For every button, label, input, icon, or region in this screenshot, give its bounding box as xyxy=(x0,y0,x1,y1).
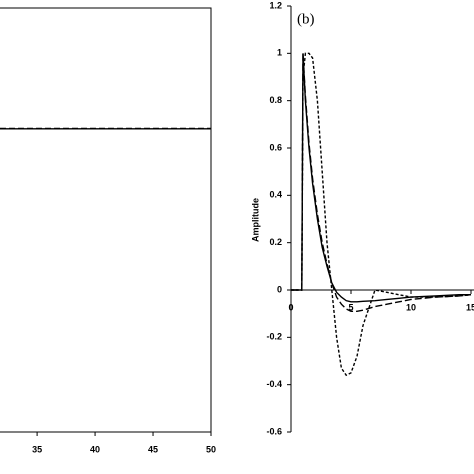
x-tick-label: 45 xyxy=(148,444,158,454)
series-line xyxy=(291,52,472,377)
x-tick-label: 15 xyxy=(466,302,474,312)
y-tick-label: -0.6 xyxy=(266,426,282,436)
y-tick-label: -0.2 xyxy=(266,332,282,342)
y-tick-label: 1 xyxy=(277,48,282,58)
y-tick-label: 0.8 xyxy=(269,95,282,105)
x-tick-label: 5 xyxy=(348,302,353,312)
x-tick-label: 35 xyxy=(32,444,42,454)
series-line xyxy=(291,53,472,312)
x-tick-label: 0 xyxy=(288,302,293,312)
y-tick-label: 0 xyxy=(277,284,282,294)
x-tick-label: 40 xyxy=(90,444,100,454)
x-tick-label: 50 xyxy=(206,444,216,454)
y-tick-label: 0.4 xyxy=(269,190,282,200)
y-tick-label: -0.4 xyxy=(266,379,282,389)
x-tick-label: 10 xyxy=(406,302,416,312)
plot-frame xyxy=(0,7,212,433)
y-axis-label: Amplitude xyxy=(250,198,260,242)
y-tick-label: 0.2 xyxy=(269,237,282,247)
panel-label: (b) xyxy=(297,11,315,27)
y-tick-label: 1.2 xyxy=(269,0,282,10)
series-line xyxy=(291,53,471,303)
y-tick-label: 0.6 xyxy=(269,142,282,152)
